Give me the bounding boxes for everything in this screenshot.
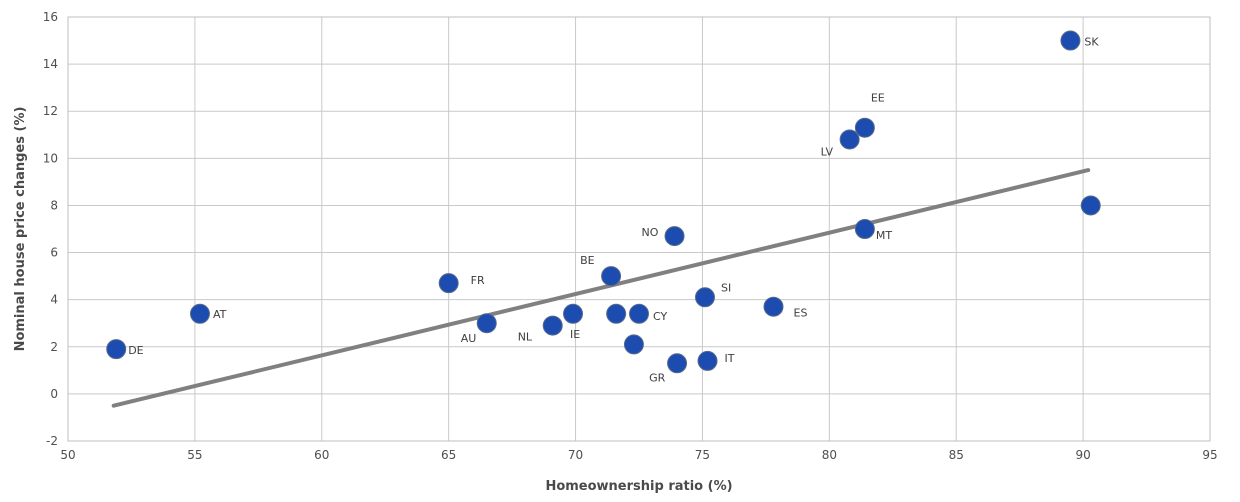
y-tick-label: 12 [43, 104, 58, 118]
gridlines [67, 16, 1211, 442]
x-tick-label: 75 [695, 448, 710, 462]
data-point [623, 334, 644, 355]
y-tick-label: 6 [50, 246, 58, 260]
data-point [697, 350, 718, 371]
data-point [476, 313, 497, 334]
data-point [763, 296, 784, 317]
point-labels: DE AT FR AU NL IE BE CY NO GR SI IT ES LV EE MT SK [128, 36, 1099, 385]
y-axis-title: Nominal house price changes (%) [13, 107, 28, 352]
data-point [629, 303, 649, 324]
data-point [563, 303, 584, 324]
y-tick-label: 4 [50, 293, 58, 307]
data-point-label: SI [721, 281, 731, 294]
data-point-label: FR [471, 274, 485, 287]
data-point [854, 219, 875, 239]
x-tick-label: 95 [1202, 448, 1217, 462]
data-point [189, 303, 210, 324]
x-axis-title: Homeownership ratio (%) [545, 479, 732, 494]
y-tick-label: 14 [43, 57, 58, 71]
data-point [854, 117, 875, 138]
y-tick-label: -2 [46, 434, 58, 448]
y-tick-label: 10 [43, 151, 58, 165]
x-tick-label: 50 [60, 448, 75, 462]
data-point-label: EE [871, 92, 885, 105]
data-point-label: IE [570, 328, 580, 341]
data-point [1060, 30, 1081, 51]
data-point-label: NL [518, 331, 533, 344]
y-tick-label: 0 [50, 387, 58, 401]
data-point [601, 266, 622, 287]
y-tick-label: 8 [50, 198, 58, 212]
data-point [664, 226, 685, 247]
y-tick-labels: -2 0 2 4 6 8 10 12 14 16 [43, 10, 58, 448]
data-point [667, 353, 688, 374]
data-points [106, 30, 1101, 374]
x-tick-label: 85 [949, 448, 964, 462]
data-point-label: MT [876, 229, 892, 242]
data-point [839, 129, 860, 150]
x-tick-label: 90 [1075, 448, 1090, 462]
x-tick-label: 70 [568, 448, 583, 462]
data-point [438, 273, 459, 294]
data-point-label: AT [213, 308, 227, 321]
plot-frame [67, 16, 1211, 442]
data-point-label: LV [821, 145, 834, 158]
y-tick-label: 16 [43, 10, 58, 24]
data-point [1080, 195, 1101, 216]
data-point-label: AU [461, 332, 477, 345]
data-point-label: NO [642, 226, 659, 239]
x-tick-labels: 50 55 60 65 70 75 80 85 90 95 [60, 448, 1217, 462]
y-tick-label: 2 [50, 340, 58, 354]
data-point-label: ES [794, 307, 808, 320]
data-point [106, 339, 127, 360]
x-tick-label: 80 [822, 448, 837, 462]
data-point-label: SK [1084, 36, 1099, 49]
data-point-label: CY [653, 310, 667, 323]
x-tick-label: 65 [441, 448, 456, 462]
data-point [542, 315, 563, 336]
trend-line [111, 168, 1091, 408]
x-tick-label: 55 [187, 448, 202, 462]
data-point-label: BE [580, 254, 595, 267]
data-point [694, 287, 715, 308]
x-tick-label: 60 [314, 448, 329, 462]
data-point [606, 303, 627, 324]
data-point-label: IT [725, 352, 735, 365]
data-point-label: GR [649, 371, 666, 384]
data-point-label: DE [128, 344, 143, 357]
